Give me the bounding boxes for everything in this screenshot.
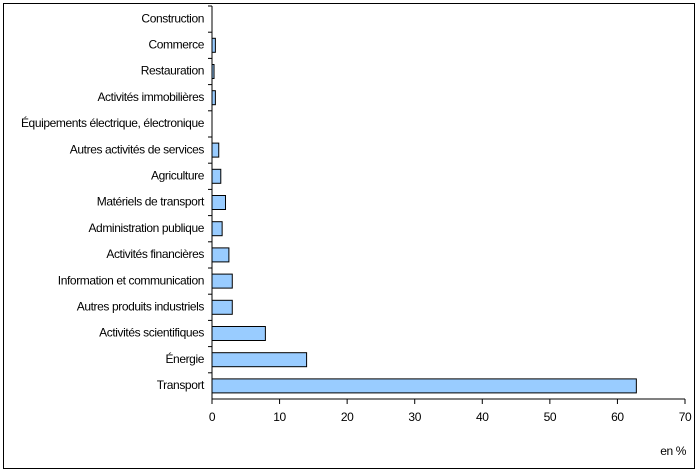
y-tick-label: Restauration [141, 64, 204, 78]
x-tick-label: 50 [544, 410, 557, 424]
bar [211, 142, 220, 158]
bar [211, 90, 216, 106]
bar [211, 326, 266, 341]
bar [211, 195, 227, 210]
x-tick-label: 0 [209, 410, 216, 424]
bar [211, 37, 216, 53]
y-tick-label: Activités financières [106, 247, 204, 261]
bar [211, 168, 222, 184]
bar [211, 221, 223, 237]
y-tick-label: Construction [141, 11, 204, 25]
frame [3, 3, 695, 469]
x-tick-label: 10 [273, 410, 286, 424]
x-tick-label: 20 [341, 410, 354, 424]
bar [211, 352, 308, 368]
bar [211, 273, 233, 289]
bar [211, 378, 637, 394]
y-tick-label: Administration publique [88, 221, 204, 235]
y-tick-label: Autres activités de services [70, 142, 205, 156]
y-tick-label: Activités immobilières [97, 90, 204, 104]
y-tick-label: Autres produits industriels [77, 299, 205, 313]
x-tick-label: 70 [679, 410, 692, 424]
bar [211, 299, 233, 315]
y-tick-label: Commerce [149, 37, 205, 51]
bar [211, 247, 230, 263]
x-axis-label: en % [660, 444, 686, 458]
y-tick-label: Matériels de transport [97, 195, 205, 209]
y-tick-label: Activités scientifiques [99, 326, 204, 340]
x-tick-label: 60 [611, 410, 624, 424]
y-tick-label: Transport [157, 378, 205, 392]
x-tick-label: 40 [476, 410, 489, 424]
x-tick-label: 30 [408, 410, 421, 424]
y-tick-label: Information et communication [58, 273, 204, 287]
y-tick-label: Équipements électrique, électronique [21, 115, 205, 130]
y-tick-label: Énergie [165, 351, 204, 366]
y-tick-label: Agriculture [151, 168, 205, 182]
